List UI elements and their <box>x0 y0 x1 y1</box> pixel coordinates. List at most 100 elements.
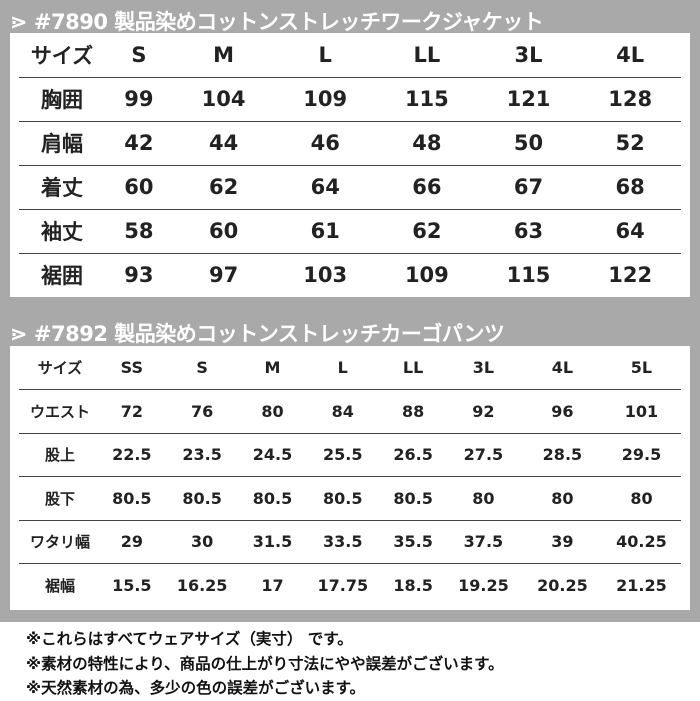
table-row: 裾幅 15.5 16.25 17 17.75 18.5 19.25 20.25 21.25 <box>19 564 681 608</box>
cell: 80.5 <box>393 488 433 508</box>
table-row: 股下 80.5 80.5 80.5 80.5 80.5 80 80 80 <box>19 477 681 520</box>
cell: 22.5 <box>112 445 152 465</box>
cell: 52 <box>615 131 645 155</box>
cell: 80.5 <box>112 488 152 508</box>
cell: 80 <box>630 488 653 508</box>
cell: 80.5 <box>323 488 363 508</box>
cell: 33.5 <box>323 532 363 552</box>
pants-size-table: サイズ SS S M L LL 3L 4L 5L ウエスト 72 76 80 84 88 92 96 101 股上 2… <box>10 346 690 610</box>
cell: 62 <box>412 219 442 243</box>
row-label: 袖丈 <box>41 220 83 244</box>
cell: 48 <box>412 131 442 155</box>
cell: 101 <box>624 401 659 421</box>
cell: 80.5 <box>182 488 222 508</box>
cell: 3L <box>514 42 543 67</box>
cell: L <box>337 358 348 377</box>
cell: 115 <box>404 87 449 111</box>
cell: 96 <box>551 401 574 421</box>
cell: 44 <box>208 131 239 155</box>
cell: 61 <box>310 219 340 243</box>
cell: 24.5 <box>252 445 293 465</box>
row-label: 裾囲 <box>41 264 83 289</box>
table-row: ワタリ幅 29 30 31.5 33.5 35.5 37.5 39 40.25 <box>19 520 681 564</box>
cell: 27.5 <box>463 445 504 465</box>
cell: 19.25 <box>458 576 509 595</box>
cell: 84 <box>331 401 354 421</box>
table-row: 胸囲 99 104 109 115 121 128 <box>19 77 681 121</box>
cell: M <box>213 42 235 67</box>
cell: 18.5 <box>393 576 433 595</box>
cell: 99 <box>124 87 154 111</box>
cell: 97 <box>208 263 239 288</box>
cell: 104 <box>201 87 246 111</box>
cell: 72 <box>120 401 143 421</box>
cell: 31.5 <box>252 532 293 552</box>
cell: 88 <box>401 401 425 421</box>
row-label: ワタリ幅 <box>29 533 90 552</box>
cell: 64 <box>615 219 645 243</box>
cell: S <box>131 42 147 67</box>
cell: 60 <box>124 175 154 199</box>
header-row: サイズ SS S M L LL 3L 4L 5L <box>19 346 681 390</box>
row-label: サイズ <box>37 359 83 377</box>
jacket-title: ⋗ #7890 製品染めコットンストレッチワークジャケット <box>10 10 544 34</box>
table-row: ウエスト 72 76 80 84 88 92 96 101 <box>19 390 681 433</box>
cell: 80 <box>261 401 284 421</box>
cell: 60 <box>208 219 239 243</box>
cell: LL <box>402 358 424 377</box>
table-row: 股上 22.5 23.5 24.5 25.5 26.5 27.5 28.5 29.5 <box>19 433 681 477</box>
cell: 122 <box>608 263 653 288</box>
cell: 115 <box>506 263 551 288</box>
row-label: ウエスト <box>29 402 90 421</box>
cell: 68 <box>615 175 645 199</box>
cell: 20.25 <box>537 576 588 595</box>
cell: 4L <box>551 358 574 377</box>
cell: 23.5 <box>182 445 222 465</box>
cell: 17 <box>261 576 284 595</box>
notes: ※これらはすべてウェアサイズ（実寸） です。 ※素材の特性により、商品の仕上がり… <box>26 627 504 701</box>
row-label: 裾幅 <box>44 577 75 595</box>
row-label: 股下 <box>44 489 75 508</box>
cell: 3L <box>472 358 495 377</box>
cell: 103 <box>303 263 348 288</box>
cell: 80.5 <box>252 488 293 508</box>
cell: 16.25 <box>176 576 228 595</box>
row-label: 股上 <box>44 446 75 465</box>
cell: 17.75 <box>317 576 369 595</box>
table-row: 肩幅 42 44 46 48 50 52 <box>19 121 681 165</box>
cell: 76 <box>191 401 214 421</box>
jacket-size-table: サイズ S M L LL 3L 4L 胸囲 99 104 109 115 121 128 肩幅 42 44 46 4… <box>10 33 690 297</box>
header-row: サイズ S M L LL 3L 4L <box>19 33 681 77</box>
row-label: 肩幅 <box>41 132 83 156</box>
row-label: 着丈 <box>41 176 83 200</box>
cell: 37.5 <box>463 532 504 552</box>
cell: L <box>318 42 332 67</box>
cell: 35.5 <box>393 532 433 552</box>
pants-title: ⋗ #7892 製品染めコットンストレッチカーゴパンツ <box>10 322 505 346</box>
cell: 62 <box>208 175 239 199</box>
note: ※素材の特性により、商品の仕上がり寸法にやや誤差がございます。 <box>26 654 504 673</box>
cell: 42 <box>124 131 154 155</box>
cell: S <box>196 358 208 377</box>
cell: 58 <box>124 219 154 243</box>
cell: 5L <box>630 358 653 377</box>
cell: 28.5 <box>542 445 583 465</box>
cell: 39 <box>551 532 574 552</box>
table-row: 袖丈 58 60 61 62 63 64 <box>19 209 681 253</box>
cell: 29.5 <box>621 445 662 465</box>
cell: 21.25 <box>616 576 667 595</box>
cell: 109 <box>404 263 449 288</box>
cell: 80 <box>551 488 574 508</box>
cell: 67 <box>513 175 544 199</box>
cell: 50 <box>513 131 544 155</box>
cell: LL <box>413 42 441 67</box>
cell: 121 <box>506 87 551 111</box>
cell: 64 <box>310 175 340 199</box>
cell: 66 <box>412 175 442 199</box>
cell: 46 <box>310 131 340 155</box>
cell: 93 <box>124 263 154 288</box>
table-row: 着丈 60 62 64 66 67 68 <box>19 165 681 209</box>
cell: M <box>264 358 281 377</box>
row-label: 胸囲 <box>41 88 83 112</box>
note: ※これらはすべてウェアサイズ（実寸） です。 <box>26 630 353 648</box>
